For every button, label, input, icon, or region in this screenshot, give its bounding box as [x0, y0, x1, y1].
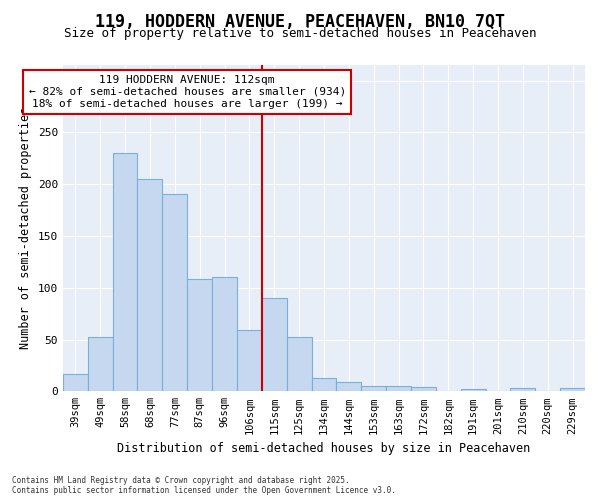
X-axis label: Distribution of semi-detached houses by size in Peacehaven: Distribution of semi-detached houses by …: [118, 442, 530, 455]
Text: Size of property relative to semi-detached houses in Peacehaven: Size of property relative to semi-detach…: [64, 28, 536, 40]
Bar: [311, 378, 337, 392]
Text: 119 HODDERN AVENUE: 112sqm
← 82% of semi-detached houses are smaller (934)
18% o: 119 HODDERN AVENUE: 112sqm ← 82% of semi…: [29, 76, 346, 108]
Bar: [187, 280, 212, 392]
Bar: [237, 330, 262, 392]
Bar: [137, 179, 163, 392]
Bar: [386, 386, 411, 392]
Bar: [262, 298, 287, 392]
Y-axis label: Number of semi-detached properties: Number of semi-detached properties: [19, 107, 32, 350]
Bar: [287, 338, 311, 392]
Bar: [560, 388, 585, 392]
Bar: [511, 388, 535, 392]
Bar: [212, 278, 237, 392]
Bar: [337, 382, 361, 392]
Bar: [63, 374, 88, 392]
Text: Contains HM Land Registry data © Crown copyright and database right 2025.
Contai: Contains HM Land Registry data © Crown c…: [12, 476, 396, 495]
Bar: [163, 194, 187, 392]
Bar: [411, 387, 436, 392]
Bar: [88, 338, 113, 392]
Bar: [113, 153, 137, 392]
Bar: [461, 389, 485, 392]
Bar: [361, 386, 386, 392]
Text: 119, HODDERN AVENUE, PEACEHAVEN, BN10 7QT: 119, HODDERN AVENUE, PEACEHAVEN, BN10 7Q…: [95, 12, 505, 30]
